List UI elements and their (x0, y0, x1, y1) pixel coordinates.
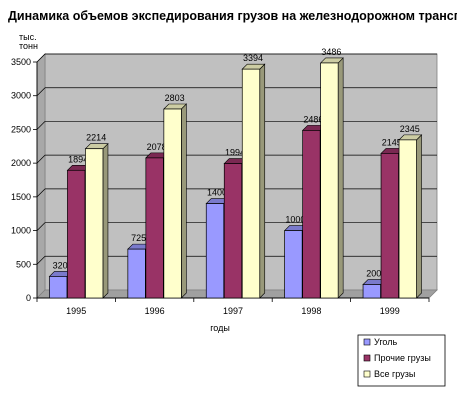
x-tick-label: 1997 (223, 306, 243, 316)
bar-front (85, 148, 104, 299)
legend: Уголь Прочие грузы Все грузы (357, 334, 446, 387)
bar-front (145, 157, 164, 299)
legend-swatch (363, 370, 371, 378)
bar-front (302, 130, 321, 299)
legend-label: Все грузы (374, 369, 415, 379)
bar-front (380, 153, 399, 299)
bar (163, 103, 188, 299)
bar (241, 63, 266, 299)
data-label: 2345 (400, 124, 420, 134)
x-tick-label: 1996 (145, 306, 165, 316)
legend-swatch (363, 338, 371, 346)
y-tick-label: 1000 (11, 226, 31, 236)
bar-front (67, 169, 86, 299)
data-label: 1400 (207, 188, 227, 198)
gridline-depth (36, 87, 46, 96)
legend-box (357, 334, 446, 387)
y-tick-label: 2500 (11, 124, 31, 134)
bar (398, 134, 423, 299)
data-label: 1994 (225, 148, 245, 158)
gridline-depth (36, 188, 46, 198)
x-tick-label: 1999 (380, 306, 400, 316)
bar-front (49, 276, 68, 299)
y-tick-label: 0 (26, 293, 31, 303)
y-tick-label: 3500 (11, 57, 31, 67)
bar-front (223, 163, 243, 299)
y-tick-label: 3000 (11, 91, 31, 101)
bar (319, 57, 344, 299)
bar-front (205, 203, 225, 299)
plot-area: 0 500 1000 1500 2000 2500 3000 3500 1995 320 1894 2… (11, 47, 438, 316)
data-label: 3486 (321, 47, 341, 57)
data-label: 320 (53, 260, 68, 270)
data-label: 2078 (147, 142, 167, 152)
data-label: 1894 (68, 154, 88, 164)
data-label: 2803 (165, 93, 185, 103)
x-tick-label: 1998 (301, 306, 321, 316)
bar-front (241, 68, 261, 299)
bar-side (102, 142, 109, 299)
gridline-depth (36, 256, 46, 265)
legend-label: Прочие грузы (374, 353, 431, 363)
data-label: 3394 (243, 53, 263, 63)
bar-front (127, 248, 146, 299)
gridline-depth (36, 222, 46, 231)
bar (84, 142, 109, 299)
legend-label: Уголь (374, 337, 397, 347)
y-axis-label: тыс. тонн (19, 32, 38, 51)
bar-front (398, 139, 417, 299)
gridline-depth (36, 53, 46, 63)
data-label: 200 (366, 269, 381, 279)
y-tick-label: 2000 (11, 158, 31, 168)
chart-title: Динамика объемов экспедирования грузов н… (8, 9, 457, 23)
bar-front (284, 230, 303, 299)
bar-front (320, 62, 339, 299)
bar-side (337, 57, 344, 299)
data-label: 2145 (382, 137, 402, 147)
bar-side (416, 134, 422, 299)
gridline-depth (36, 154, 46, 164)
data-label: 1000 (285, 215, 305, 225)
data-label: 2214 (86, 133, 106, 143)
data-label: 725 (131, 233, 146, 243)
gridline-depth (36, 121, 46, 130)
bar-front (163, 108, 182, 299)
bar-front (362, 284, 381, 299)
x-tick-label: 1995 (66, 306, 86, 316)
x-axis-label: годы (210, 323, 230, 333)
side-wall (36, 53, 46, 299)
y-tick-label: 1500 (11, 192, 31, 202)
bar-side (181, 103, 187, 299)
y-tick-label: 500 (16, 259, 31, 269)
legend-swatch (363, 354, 371, 362)
bar-side (259, 63, 266, 299)
data-label: 2486 (303, 114, 323, 124)
